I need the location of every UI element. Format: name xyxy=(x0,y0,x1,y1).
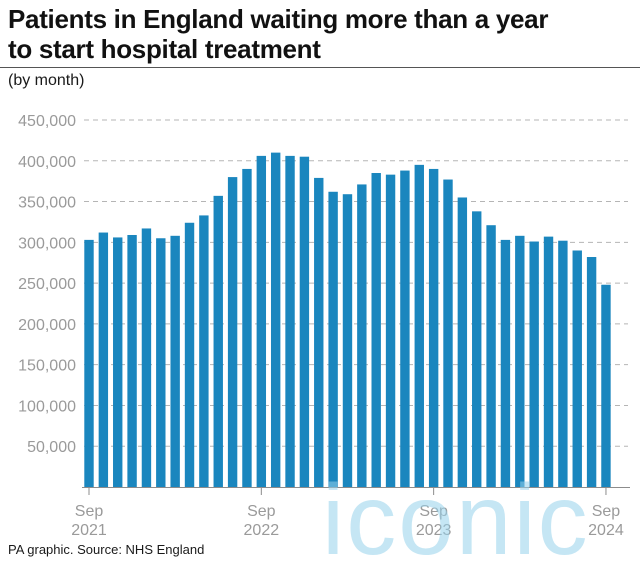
x-tick-label-year: 2024 xyxy=(588,522,624,539)
chart-title-line-1: Patients in England waiting more than a … xyxy=(8,4,549,34)
bar xyxy=(328,191,338,487)
y-tick-label: 350,000 xyxy=(18,195,76,212)
bar xyxy=(98,232,109,487)
bar xyxy=(543,236,554,487)
y-tick-label: 300,000 xyxy=(18,235,76,252)
x-tick-label-month: Sep xyxy=(75,503,104,520)
bar xyxy=(285,155,295,487)
bar xyxy=(299,156,310,487)
bar xyxy=(385,174,396,488)
x-tick-label-month: Sep xyxy=(247,503,276,520)
y-tick-label: 150,000 xyxy=(18,358,76,375)
title-divider xyxy=(0,67,640,68)
bar xyxy=(414,164,424,487)
bar xyxy=(213,195,223,487)
bar xyxy=(601,284,611,487)
bar xyxy=(84,239,94,487)
bar xyxy=(400,170,410,487)
bar xyxy=(270,152,281,487)
x-tick-label-year: 2021 xyxy=(71,522,107,539)
bar xyxy=(529,241,539,487)
bar xyxy=(314,177,324,487)
bar xyxy=(170,235,180,487)
bar xyxy=(184,222,195,487)
x-tick-label-month: Sep xyxy=(592,503,621,520)
bar xyxy=(342,194,353,487)
bar xyxy=(486,225,496,487)
x-tick-label-year: 2022 xyxy=(244,522,280,539)
bar xyxy=(558,240,568,487)
bar xyxy=(515,235,525,487)
bar xyxy=(472,211,482,487)
y-tick-label: 100,000 xyxy=(18,398,76,415)
bar xyxy=(572,250,582,487)
chart-subtitle: (by month) xyxy=(8,72,85,89)
bar xyxy=(127,234,137,487)
bar xyxy=(371,173,381,487)
y-tick-label: 250,000 xyxy=(18,276,76,293)
chart-title: Patients in England waiting more than a … xyxy=(8,4,632,64)
chart-title-line-2: to start hospital treatment xyxy=(8,34,321,64)
bar xyxy=(242,168,252,487)
x-tick-label-year: 2023 xyxy=(416,522,452,539)
bar xyxy=(457,197,468,487)
bar xyxy=(113,237,123,487)
bar xyxy=(156,238,166,487)
x-tick-label-month: Sep xyxy=(419,503,448,520)
y-tick-label: 200,000 xyxy=(18,317,76,334)
bar xyxy=(256,155,267,487)
bar xyxy=(443,179,453,487)
bar xyxy=(227,177,238,488)
y-tick-label: 400,000 xyxy=(18,154,76,171)
bar xyxy=(199,215,209,488)
source-note: PA graphic. Source: NHS England xyxy=(8,542,205,557)
y-tick-label: 450,000 xyxy=(18,113,76,130)
bar xyxy=(500,239,511,487)
bar xyxy=(586,257,597,487)
bar xyxy=(357,184,367,487)
bar xyxy=(141,228,152,488)
y-tick-label: 50,000 xyxy=(27,439,76,456)
bar xyxy=(428,168,439,487)
